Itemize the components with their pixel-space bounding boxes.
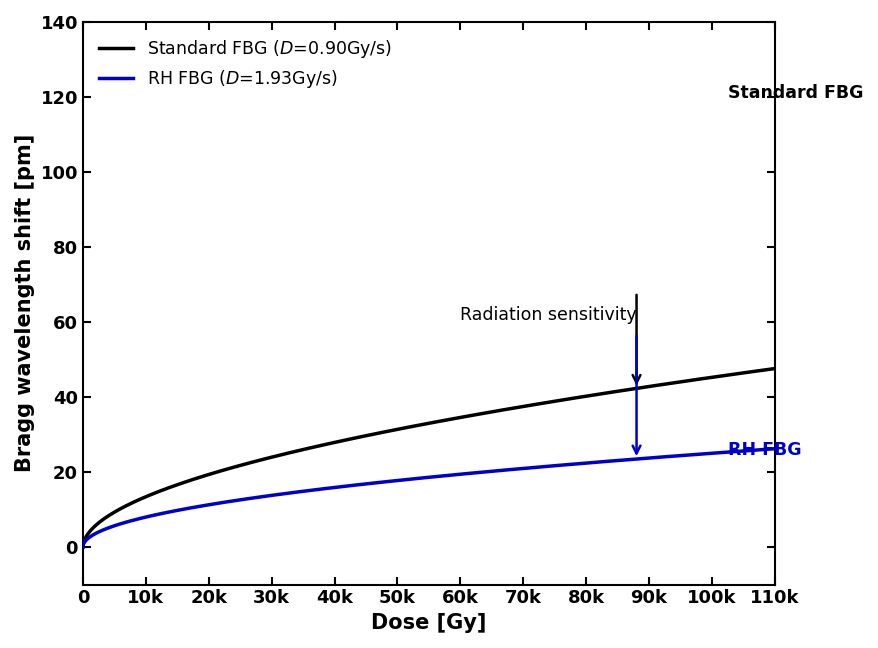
Text: Radiation sensitivity: Radiation sensitivity: [460, 306, 637, 323]
X-axis label: Dose [Gy]: Dose [Gy]: [371, 613, 486, 633]
Text: Standard FBG: Standard FBG: [727, 84, 862, 102]
Text: RH FBG: RH FBG: [727, 441, 801, 459]
Y-axis label: Bragg wavelength shift [pm]: Bragg wavelength shift [pm]: [15, 134, 35, 472]
Legend: Standard FBG ($D$=0.90Gy/s), RH FBG ($D$=1.93Gy/s): Standard FBG ($D$=0.90Gy/s), RH FBG ($D$…: [91, 30, 399, 97]
